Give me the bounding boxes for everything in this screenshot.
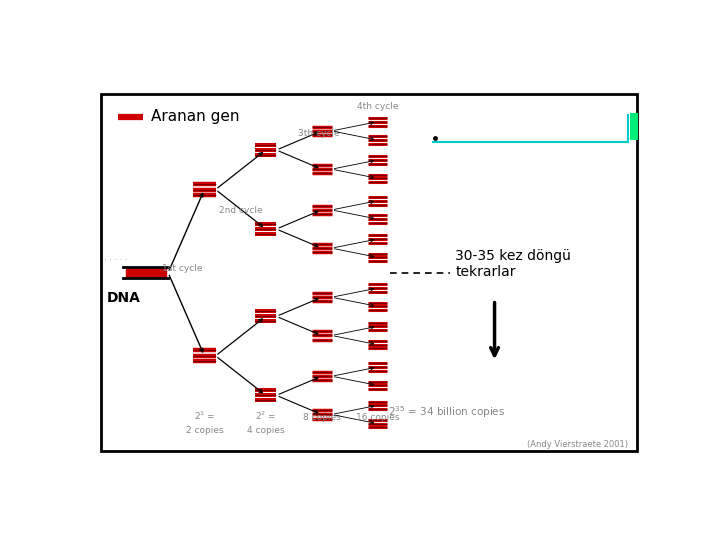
Text: Aranan gen: Aranan gen (151, 109, 240, 124)
Text: 2nd cycle: 2nd cycle (219, 206, 263, 215)
Text: DNA: DNA (107, 292, 140, 306)
Text: 4 copies: 4 copies (247, 426, 284, 435)
Text: $2^{35}$ = 34 billion copies: $2^{35}$ = 34 billion copies (389, 404, 505, 420)
Text: $2^1$ =: $2^1$ = (194, 410, 215, 422)
FancyBboxPatch shape (101, 94, 637, 451)
Text: 1st cycle: 1st cycle (162, 264, 202, 273)
Bar (629, 113, 638, 140)
Text: 8 copies: 8 copies (302, 413, 341, 422)
Text: 4th cycle: 4th cycle (356, 103, 398, 111)
Text: 2 copies: 2 copies (186, 426, 223, 435)
Text: (Andy Vierstraete 2001): (Andy Vierstraete 2001) (528, 441, 629, 449)
Text: 16 copies: 16 copies (356, 413, 399, 422)
Text: 3th cycle: 3th cycle (298, 129, 340, 138)
Text: $2^2$ =: $2^2$ = (255, 410, 276, 422)
Text: 30-35 kez döngü
tekrarlar: 30-35 kez döngü tekrarlar (456, 249, 572, 280)
Text: . . . . .: . . . . . (104, 253, 127, 262)
